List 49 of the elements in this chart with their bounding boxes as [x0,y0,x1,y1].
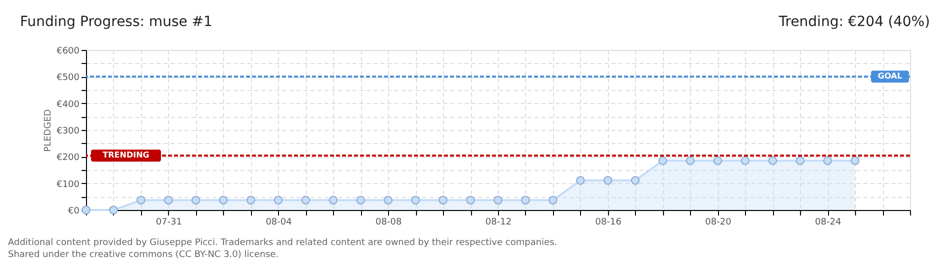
text: Shared under the creative commons (CC BY-NC 3.0) license. [8,250,279,260]
point [411,196,420,204]
ref-line-label: GOAL [878,72,902,81]
point [191,196,200,204]
x-tick-label: 08-20 [705,218,732,228]
point [466,196,475,204]
point [164,196,173,204]
point [823,156,832,166]
x-tick-label: 08-16 [595,218,622,228]
point [301,196,310,204]
x-tick-label: 08-12 [485,218,512,228]
x-tick-label: 08-08 [376,218,402,228]
chart-subtitle: Trending: €204 (40%) [778,14,930,30]
point [630,176,640,185]
y-axis-title: PLEDGED [44,109,54,152]
point [328,196,338,204]
point [246,196,256,204]
point [768,156,778,166]
x-tick-label: 07-31 [156,218,182,228]
point [603,176,612,185]
chart-title: Funding Progress: muse #1 [20,14,212,30]
point [438,196,448,204]
point [109,206,118,214]
x-tick-label: 08-04 [266,218,292,228]
y-tick-label: €500 [56,73,80,84]
point [218,196,228,204]
point [686,156,695,166]
point [658,156,668,166]
point [521,196,530,204]
point [713,156,722,166]
point [576,176,585,185]
point [494,196,502,204]
x-tick-label: 08-24 [815,218,842,228]
y-tick-label: €200 [56,153,80,164]
ref-line-label: TRENDING [102,150,150,160]
point [548,196,558,204]
point [796,156,805,166]
y-tick-label: €300 [56,126,80,136]
y-tick-label: €0 [68,206,80,216]
y-tick-label: €100 [56,180,80,190]
point [356,196,366,204]
y-tick-label: €400 [56,100,80,110]
point [274,196,283,204]
y-tick-label: €600 [56,46,80,56]
text: Additional content provided by Giuseppe Picci. Trademarks and related content are owned by their respective companies. [8,238,558,248]
point [850,156,860,166]
point [740,156,750,166]
point [136,196,146,204]
point [384,196,393,204]
